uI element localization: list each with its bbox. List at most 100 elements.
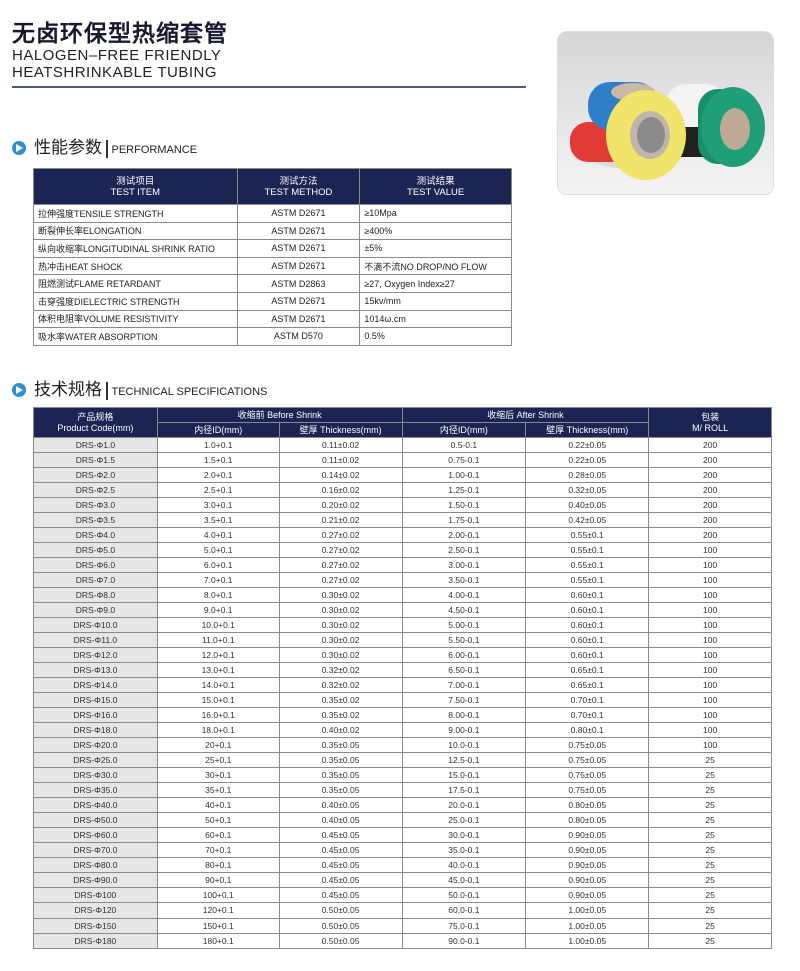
- title-divider: [12, 86, 526, 88]
- product-code: DRS-Φ14.0: [33, 677, 158, 694]
- product-code: DRS-Φ70.0: [33, 842, 158, 859]
- test-value: 不滴不流NO DROP/NO FLOW: [359, 256, 512, 276]
- specs-heading-en: TECHNICAL SPECIFICATIONS: [111, 386, 268, 398]
- test-method: ASTM D2671: [236, 256, 361, 276]
- product-code: DRS-Φ9.0: [33, 602, 158, 619]
- performance-column-header: 测试方法 TEST METHOD: [236, 168, 361, 205]
- spec-row: DRS-Φ16.0 16.0+0.1 0.35±0.02 8.00-0.1 0.70±0…: [33, 707, 772, 724]
- meters-per-roll: 200: [648, 497, 772, 514]
- test-item: 纵向收缩率LONGITUDINAL SHRINK RATIO: [33, 239, 238, 258]
- after-thickness: 0.55±0.1: [525, 557, 650, 574]
- test-value: 15kv/mm: [359, 291, 512, 311]
- performance-heading: 性能参数 PERFORMANCE: [12, 133, 197, 158]
- before-thickness: 0.40±0.05: [278, 797, 403, 814]
- arrow-circle-icon: [12, 383, 26, 397]
- after-thickness: 0.22±0.05: [525, 436, 650, 454]
- spec-row: DRS-Φ30.0 30+0.1 0.35±0.05 15.0-0.1 0.75±0.0…: [33, 767, 772, 784]
- spec-row: DRS-Φ3.0 3.0+0.1 0.20±0.02 1.50-0.1 0.40±0.0…: [33, 497, 772, 514]
- after-thickness: 0.80±0.1: [525, 722, 650, 739]
- performance-row: 阻燃测试FLAME RETARDANT ASTM D2863 ≥27, Oxygen…: [33, 274, 512, 293]
- before-id: 18.0+0.1: [156, 722, 280, 739]
- product-code: DRS-Φ2.0: [33, 467, 158, 484]
- product-code: DRS-Φ25.0: [33, 752, 158, 769]
- product-code: DRS-Φ3.0: [33, 497, 158, 514]
- product-code: DRS-Φ8.0: [33, 587, 158, 604]
- after-id: 75.0-0.1: [401, 917, 527, 934]
- after-thickness: 0.42±0.05: [525, 512, 650, 529]
- after-thickness: 0.65±0.1: [525, 677, 650, 694]
- specifications-table: 产品规格 Product Code(mm) 收缩前 Before Shrink 收…: [33, 407, 772, 949]
- after-thickness: 0.60±0.1: [525, 632, 650, 649]
- after-id: 2.00-0.1: [401, 527, 527, 544]
- arrow-circle-icon: [12, 141, 26, 155]
- after-id-header: 内径ID(mm): [401, 422, 527, 438]
- after-thickness: 1.00±0.05: [525, 902, 650, 919]
- product-code: DRS-Φ80.0: [33, 857, 158, 874]
- meters-per-roll: 100: [648, 572, 772, 589]
- product-code: DRS-Φ1.0: [33, 436, 158, 454]
- meters-per-roll: 100: [648, 632, 772, 649]
- before-id-header: 内径ID(mm): [156, 422, 280, 438]
- before-id: 35+0.1: [156, 782, 280, 799]
- spec-row: DRS-Φ25.0 25+0.1 0.35±0.05 12.5-0.1 0.75±0.0…: [33, 752, 772, 769]
- test-value: ≥27, Oxygen Index≥27: [359, 274, 512, 293]
- product-code: DRS-Φ30.0: [33, 767, 158, 784]
- after-id: 3.00-0.1: [401, 557, 527, 574]
- before-thickness: 0.50±0.05: [278, 932, 403, 949]
- product-code: DRS-Φ2.5: [33, 482, 158, 499]
- performance-row: 拉伸强度TENSILE STRENGTH ASTM D2671 ≥10Mpa: [33, 204, 512, 223]
- after-id: 1.00-0.1: [401, 467, 527, 484]
- meters-per-roll: 100: [648, 677, 772, 694]
- test-item: 阻燃测试FLAME RETARDANT: [33, 274, 238, 293]
- before-thickness: 0.30±0.02: [278, 602, 403, 619]
- test-method: ASTM D570: [236, 327, 361, 346]
- before-id: 3.5+0.1: [156, 512, 280, 529]
- spec-row: DRS-Φ14.0 14.0+0.1 0.32±0.02 7.00-0.1 0.65±0…: [33, 677, 772, 694]
- before-id: 5.0+0.1: [156, 542, 280, 559]
- spec-row: DRS-Φ15.0 15.0+0.1 0.35±0.02 7.50-0.1 0.70±0…: [33, 692, 772, 709]
- meters-per-roll: 200: [648, 482, 772, 499]
- after-id: 12.5-0.1: [401, 752, 527, 769]
- test-method: ASTM D2671: [236, 221, 361, 241]
- product-code: DRS-Φ13.0: [33, 662, 158, 679]
- spec-row: DRS-Φ20.0 20+0.1 0.35±0.05 10.0-0.1 0.75±0.0…: [33, 737, 772, 754]
- product-code: DRS-Φ4.0: [33, 527, 158, 544]
- spec-row: DRS-Φ70.0 70+0.1 0.45±0.05 35.0-0.1 0.90±0.0…: [33, 842, 772, 859]
- spec-row: DRS-Φ4.0 4.0+0.1 0.27±0.02 2.00-0.1 0.55±0.1…: [33, 527, 772, 544]
- performance-column-header: 测试结果 TEST VALUE: [359, 168, 512, 205]
- after-id: 0.5-0.1: [401, 436, 527, 454]
- performance-row: 纵向收缩率LONGITUDINAL SHRINK RATIO ASTM D2671…: [33, 239, 512, 258]
- performance-row: 击穿强度DIELECTRIC STRENGTH ASTM D2671 15kv/mm: [33, 291, 512, 311]
- spec-row: DRS-Φ11.0 11.0+0.1 0.30±0.02 5.50-0.1 0.60±0…: [33, 632, 772, 649]
- meters-per-roll: 25: [648, 902, 772, 919]
- after-thickness: 0.65±0.1: [525, 662, 650, 679]
- heading-separator: [106, 140, 108, 158]
- before-thickness: 0.30±0.02: [278, 587, 403, 604]
- specs-heading: 技术规格 TECHNICAL SPECIFICATIONS: [12, 375, 267, 400]
- after-id: 6.50-0.1: [401, 662, 527, 679]
- before-thickness: 0.35±0.05: [278, 737, 403, 754]
- after-id: 20.0-0.1: [401, 797, 527, 814]
- product-code: DRS-Φ60.0: [33, 827, 158, 844]
- after-thickness: 0.60±0.1: [525, 617, 650, 634]
- performance-heading-cn: 性能参数: [34, 138, 102, 158]
- after-thickness: 0.75±0.05: [525, 737, 650, 754]
- before-id: 8.0+0.1: [156, 587, 280, 604]
- before-thickness: 0.16±0.02: [278, 482, 403, 499]
- performance-column-header: 测试项目 TEST ITEM: [33, 168, 238, 205]
- before-thickness: 0.45±0.05: [278, 857, 403, 874]
- product-code: DRS-Φ6.0: [33, 557, 158, 574]
- after-id: 45.0-0.1: [401, 872, 527, 889]
- before-thickness: 0.40±0.02: [278, 722, 403, 739]
- specs-heading-cn: 技术规格: [34, 380, 102, 400]
- test-value: 0.5%: [359, 327, 512, 346]
- page-title: 无卤环保型热缩套管: [12, 21, 228, 47]
- meters-per-roll: 25: [648, 857, 772, 874]
- meters-per-roll: 100: [648, 617, 772, 634]
- after-id: 25.0-0.1: [401, 812, 527, 829]
- before-thickness: 0.30±0.02: [278, 632, 403, 649]
- after-thickness: 0.32±0.05: [525, 482, 650, 499]
- before-id: 60+0.1: [156, 827, 280, 844]
- spec-row: DRS-Φ8.0 8.0+0.1 0.30±0.02 4.00-0.1 0.60±0.1…: [33, 587, 772, 604]
- meters-per-roll: 25: [648, 932, 772, 949]
